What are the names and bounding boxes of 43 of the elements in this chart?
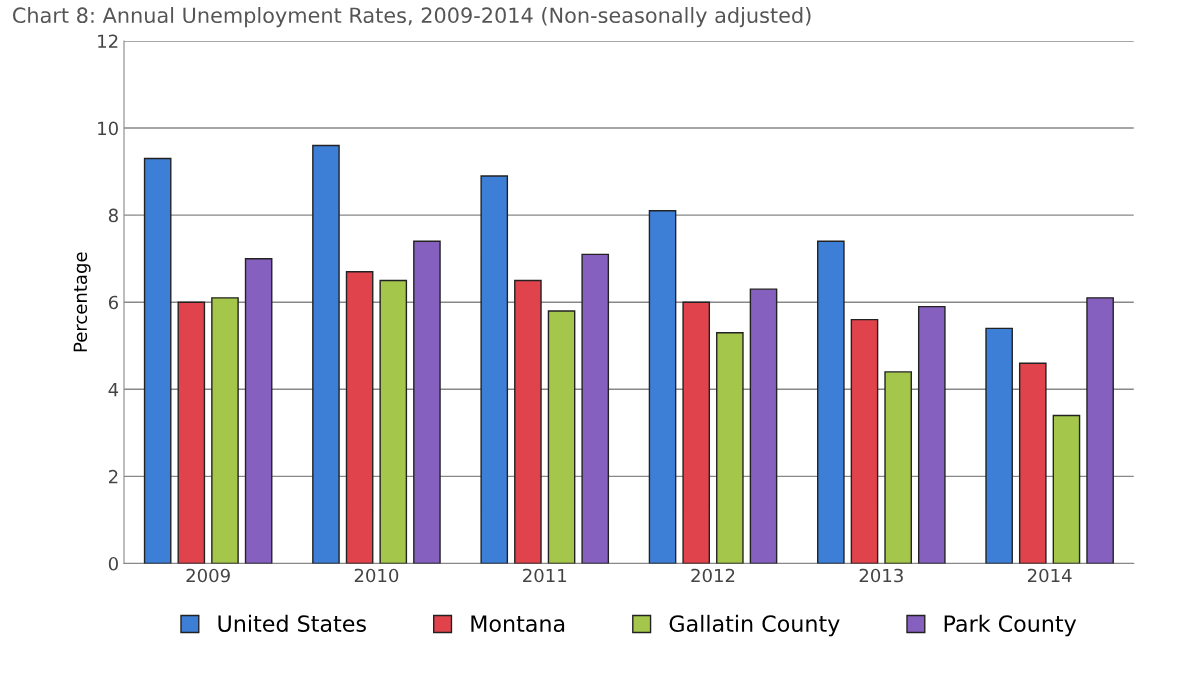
bar [480, 175, 509, 564]
bar [312, 144, 340, 564]
bar [413, 240, 441, 564]
x-tick-label: 2014 [1027, 568, 1072, 583]
bar [211, 297, 239, 564]
bar [345, 271, 374, 564]
x-tick-label: 2013 [859, 568, 903, 583]
bar [1052, 414, 1081, 564]
bar [917, 305, 946, 564]
x-tick-label: 2009 [186, 568, 230, 583]
y-tick-label: 0 [108, 556, 118, 571]
bar [514, 279, 542, 564]
bar [177, 301, 206, 564]
legend-label: Gallatin County [669, 614, 840, 637]
bar [143, 157, 172, 564]
y-tick-label: 2 [108, 469, 118, 484]
bar [682, 301, 711, 564]
bar [648, 210, 677, 564]
y-tick-label: 8 [108, 208, 118, 223]
bar [716, 332, 744, 564]
x-tick-label: 2011 [523, 568, 567, 583]
bar [749, 288, 778, 564]
x-tick-label: 2010 [354, 568, 399, 583]
y-tick-label: 6 [108, 295, 119, 310]
legend-label: United States [218, 614, 366, 633]
legend-label: Park County [944, 614, 1077, 637]
bar [1018, 362, 1047, 564]
bar [1086, 297, 1114, 564]
y-tick-label: 10 [98, 121, 118, 136]
y-axis-title: Percentage [73, 252, 91, 352]
legend-label: Montana [471, 615, 565, 633]
bar [244, 257, 273, 564]
bar [884, 371, 912, 564]
bar [817, 240, 845, 564]
bar [547, 310, 576, 564]
bar [581, 253, 610, 564]
bar [379, 279, 408, 564]
bar [985, 327, 1013, 564]
x-tick-label: 2012 [691, 568, 735, 583]
bar [850, 318, 879, 564]
y-tick-label: 4 [108, 383, 119, 397]
chart-title: Chart 8: Annual Unemployment Rates, 2009-2014 (Non-seasonally adjusted) [12, 6, 811, 28]
y-tick-label: 12 [98, 34, 118, 48]
